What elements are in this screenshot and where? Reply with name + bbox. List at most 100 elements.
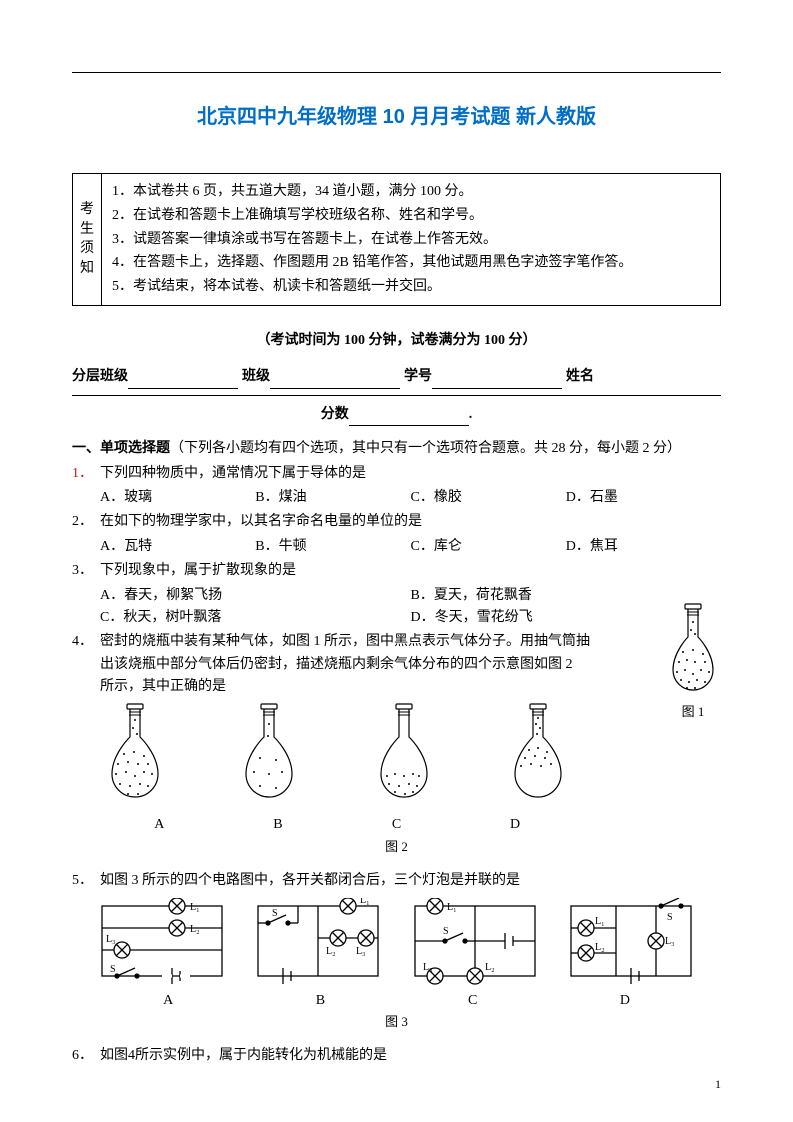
q4-flask-row: [100, 702, 693, 812]
option-d: D．石墨: [566, 487, 721, 509]
svg-text:L₁: L₁: [360, 898, 370, 906]
field-blank: [128, 372, 238, 389]
field-label: 班级: [242, 366, 270, 388]
question-4: 4． 密封的烧瓶中装有某种气体，如图 1 所示，图中黑点表示气体分子。用抽气筒抽…: [72, 631, 721, 698]
svg-text:L₃: L₃: [423, 962, 433, 973]
field-underline-full: [72, 395, 721, 396]
question-text: 如图 3 所示的四个电路图中，各开关都闭合后，三个灯泡是并联的是: [100, 870, 721, 892]
option-label-b: B: [219, 814, 338, 836]
option-label-a: A: [100, 814, 219, 836]
svg-text:L₃: L₃: [356, 946, 366, 957]
q5-option-labels: A B C D: [92, 990, 701, 1012]
option-c: C．库仑: [411, 536, 566, 558]
flask-a-icon: [100, 702, 170, 812]
question-2: 2． 在如下的物理学家中，以其名字命名电量的单位的是: [72, 511, 721, 533]
figure-1: 图 1: [665, 602, 721, 723]
figure-2-caption: 图 2: [72, 837, 721, 858]
notice-label-char: 生: [80, 220, 94, 240]
score-line: 分数.: [72, 404, 721, 426]
question-number: 4．: [72, 631, 100, 698]
question-1: 1． 下列四种物质中，通常情况下属于导体的是: [72, 463, 721, 485]
option-a: A．春天，柳絮飞扬: [100, 585, 411, 607]
exam-info: （考试时间为 100 分钟，试卷满分为 100 分）: [72, 330, 721, 352]
q4-option-labels: A B C D: [100, 814, 693, 836]
option-b: B．牛顿: [255, 536, 410, 558]
option-c: C．秋天，树叶飘落: [100, 607, 411, 629]
svg-text:L₁: L₁: [190, 902, 200, 913]
svg-text:S: S: [667, 912, 673, 923]
question-number: 6．: [72, 1045, 100, 1067]
field-blank: [432, 372, 562, 389]
question-5: 5． 如图 3 所示的四个电路图中，各开关都闭合后，三个灯泡是并联的是: [72, 870, 721, 892]
q5-circuit-row: L₁ L₂ L₃ S L: [92, 898, 701, 988]
field-label: 姓名: [566, 366, 594, 388]
svg-text:S: S: [272, 908, 278, 919]
question-text: 在如下的物理学家中，以其名字命名电量的单位的是: [100, 511, 721, 533]
option-d: D．焦耳: [566, 536, 721, 558]
student-fields: 分层班级 班级 学号 姓名: [72, 366, 721, 388]
option-label-d: D: [549, 990, 701, 1012]
svg-text:L₃: L₃: [665, 936, 675, 947]
notice-body: 1．本试卷共 6 页，共五道大题，34 道小题，满分 100 分。 2．在试卷和…: [102, 174, 720, 305]
option-c: C．橡胶: [411, 487, 566, 509]
svg-text:S: S: [110, 964, 116, 975]
option-label-a: A: [92, 990, 244, 1012]
question-number: 2．: [72, 511, 100, 533]
q3-options: A．春天，柳絮飞扬 B．夏天，荷花飘香 C．秋天，树叶飘落 D．冬天，雪花纷飞: [100, 585, 721, 630]
notice-label: 考 生 须 知: [73, 174, 102, 305]
notice-label-char: 须: [80, 239, 94, 259]
notice-item: 3．试题答案一律填涂或书写在答题卡上，在试卷上作答无效。: [112, 228, 710, 252]
notice-box: 考 生 须 知 1．本试卷共 6 页，共五道大题，34 道小题，满分 100 分…: [72, 173, 721, 306]
q1-options: A．玻璃 B．煤油 C．橡胶 D．石墨: [100, 487, 721, 509]
svg-text:L₁: L₁: [595, 916, 605, 927]
exam-page: 北京四中九年级物理 10 月月考试题 新人教版 考 生 须 知 1．本试卷共 6…: [0, 0, 793, 1122]
option-label-d: D: [456, 814, 575, 836]
section-1-desc: （下列各小题均有四个选项，其中只有一个选项符合题意。共 28 分，每小题 2 分…: [170, 441, 681, 456]
question-text: 如图4所示实例中，属于内能转化为机械能的是: [100, 1045, 721, 1067]
circuit-b-icon: L₁ L₂ L₃ S: [248, 898, 388, 988]
figure-1-caption: 图 1: [665, 702, 721, 723]
question-text: 下列现象中，属于扩散现象的是: [100, 560, 721, 582]
figure-3-caption: 图 3: [72, 1012, 721, 1033]
svg-text:S: S: [443, 926, 449, 937]
svg-text:L₂: L₂: [595, 942, 605, 953]
notice-label-char: 考: [80, 200, 94, 220]
option-a: A．玻璃: [100, 487, 255, 509]
field-blank: [270, 372, 400, 389]
option-label-c: C: [337, 814, 456, 836]
flask-b-icon: [234, 702, 304, 812]
top-rule: [72, 72, 721, 73]
section-1-title: 一、单项选择题: [72, 441, 170, 456]
page-number: 1: [715, 1075, 721, 1094]
svg-text:L₂: L₂: [485, 962, 495, 973]
section-1-head: 一、单项选择题（下列各小题均有四个选项，其中只有一个选项符合题意。共 28 分，…: [72, 438, 721, 460]
svg-text:L₂: L₂: [190, 924, 200, 935]
notice-item: 5．考试结束，将本试卷、机读卡和答题纸一并交回。: [112, 275, 710, 299]
score-blank: [349, 409, 469, 426]
option-b: B．煤油: [255, 487, 410, 509]
question-3: 3． 下列现象中，属于扩散现象的是: [72, 560, 721, 582]
field-label: 学号: [404, 366, 432, 388]
flask-c-icon: [369, 702, 439, 812]
option-label-b: B: [244, 990, 396, 1012]
question-6: 6． 如图4所示实例中，属于内能转化为机械能的是: [72, 1045, 721, 1067]
notice-item: 1．本试卷共 6 页，共五道大题，34 道小题，满分 100 分。: [112, 180, 710, 204]
notice-item: 2．在试卷和答题卡上准确填写学校班级名称、姓名和学号。: [112, 204, 710, 228]
flask-fig1-icon: [665, 602, 721, 702]
flask-d-icon: [503, 702, 573, 812]
circuit-c-icon: L₁ S L₃ L₂: [405, 898, 545, 988]
question-number: 3．: [72, 560, 100, 582]
svg-text:L₂: L₂: [326, 946, 336, 957]
question-text: 密封的烧瓶中装有某种气体，如图 1 所示，图中黑点表示气体分子。用抽气筒抽 出该…: [100, 631, 721, 698]
circuit-d-icon: L₁ L₂ L₃ S: [561, 898, 701, 988]
score-label: 分数: [321, 407, 349, 422]
svg-text:L₁: L₁: [447, 902, 457, 913]
page-title: 北京四中九年级物理 10 月月考试题 新人教版: [72, 101, 721, 133]
question-text: 下列四种物质中，通常情况下属于导体的是: [100, 463, 721, 485]
field-label: 分层班级: [72, 366, 128, 388]
option-a: A．瓦特: [100, 536, 255, 558]
notice-item: 4．在答题卡上，选择题、作图题用 2B 铅笔作答，其他试题用黑色字迹签字笔作答。: [112, 251, 710, 275]
question-number: 5．: [72, 870, 100, 892]
svg-text:L₃: L₃: [106, 934, 116, 945]
question-number: 1．: [72, 463, 100, 485]
